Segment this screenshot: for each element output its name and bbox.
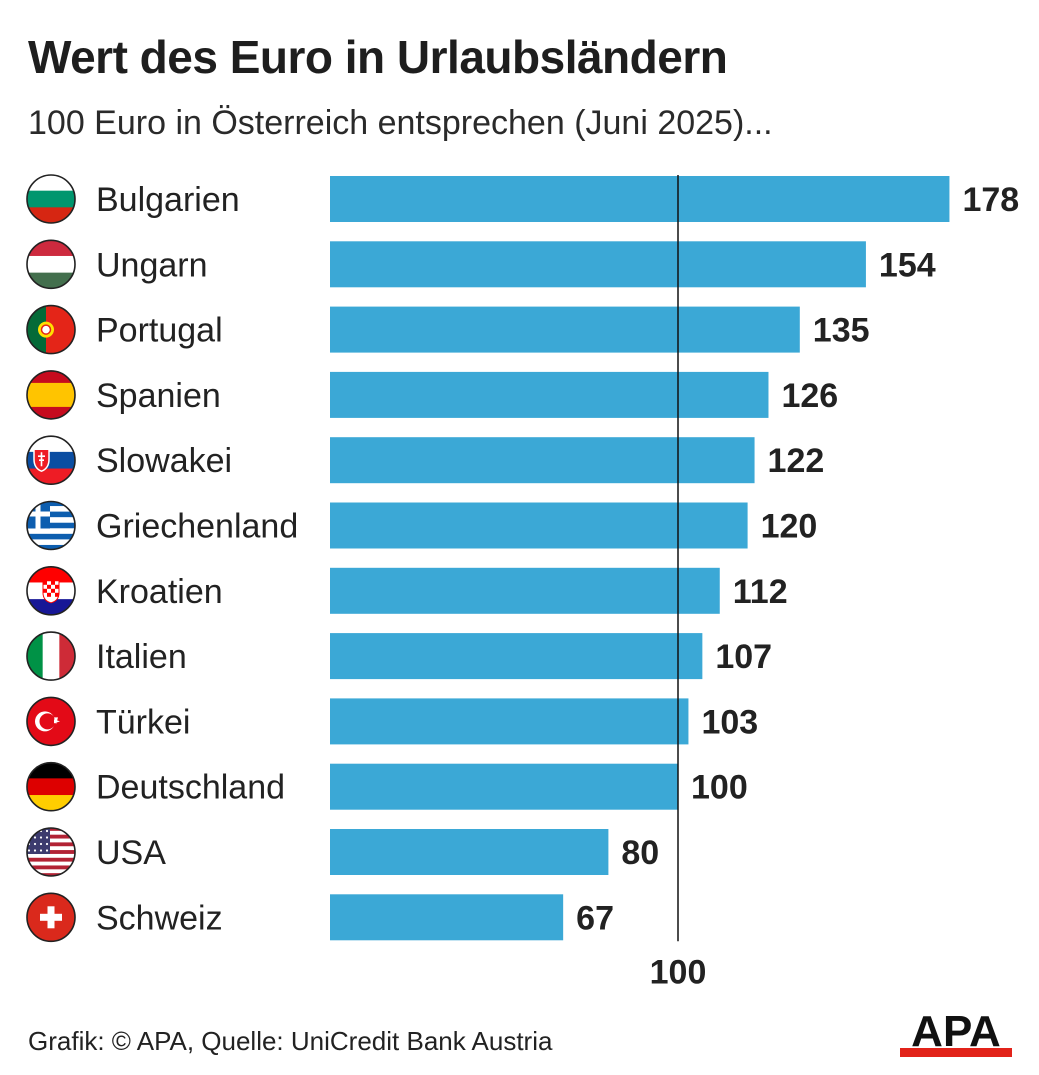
apa-logo-bar <box>900 1048 1012 1057</box>
switzerland-flag <box>26 892 76 943</box>
value-label: 103 <box>701 703 758 741</box>
germany-flag <box>26 761 76 812</box>
value-label: 178 <box>962 181 1019 219</box>
value-label: 154 <box>879 246 936 284</box>
category-label: Ungarn <box>96 246 208 284</box>
value-label: 120 <box>761 508 818 546</box>
value-label: 67 <box>576 899 614 937</box>
value-label: 135 <box>813 312 870 350</box>
value-label: 112 <box>733 573 788 611</box>
bar-kroatien <box>330 567 720 614</box>
turkey-flag <box>26 696 76 747</box>
bar-chart: Bulgarien 178 Ungarn 154 Portugal 135 Spanien 1… <box>26 174 1019 991</box>
category-label: Griechenland <box>96 508 298 546</box>
greece-flag <box>26 500 76 551</box>
category-label: Italien <box>96 638 187 676</box>
italy-flag <box>26 631 76 681</box>
category-label: Türkei <box>96 703 190 741</box>
bar-ungarn <box>330 241 866 288</box>
apa-logo: APA <box>900 1010 1012 1057</box>
bar-italien <box>330 633 703 680</box>
bar-usa <box>330 829 609 875</box>
chart-title: Wert des Euro in Urlaubsländern <box>28 31 728 83</box>
source-credit: Grafik: © APA, Quelle: UniCredit Bank Au… <box>28 1026 553 1056</box>
category-label: Schweiz <box>96 899 223 937</box>
bar-portugal <box>330 306 800 353</box>
bar-griechenland <box>330 502 748 549</box>
hungary-flag <box>26 239 76 290</box>
reference-line-label: 100 <box>650 953 707 991</box>
bar-deutschland <box>330 763 678 810</box>
value-label: 80 <box>621 834 659 872</box>
portugal-flag <box>26 304 76 355</box>
bar-slowakei <box>330 437 755 484</box>
category-label: Portugal <box>96 312 223 350</box>
category-label: USA <box>96 834 166 872</box>
bar-spanien <box>330 371 769 418</box>
category-label: Bulgarien <box>96 181 240 219</box>
value-label: 100 <box>691 769 748 807</box>
category-label: Slowakei <box>96 442 232 480</box>
category-label: Deutschland <box>96 769 285 807</box>
bar-bulgarien <box>330 176 950 222</box>
bar-türkei <box>330 698 689 745</box>
spain-flag <box>26 370 76 420</box>
value-label: 126 <box>781 377 838 415</box>
value-label: 122 <box>768 442 825 480</box>
croatia-flag <box>26 565 76 616</box>
chart-subtitle: 100 Euro in Österreich entsprechen (Juni… <box>28 104 773 142</box>
value-label: 107 <box>715 638 772 676</box>
category-label: Kroatien <box>96 573 223 611</box>
bar-schweiz <box>330 894 564 941</box>
usa-flag <box>26 827 76 877</box>
bulgaria-flag <box>26 174 76 224</box>
slovakia-flag <box>26 435 76 486</box>
category-label: Spanien <box>96 377 221 415</box>
